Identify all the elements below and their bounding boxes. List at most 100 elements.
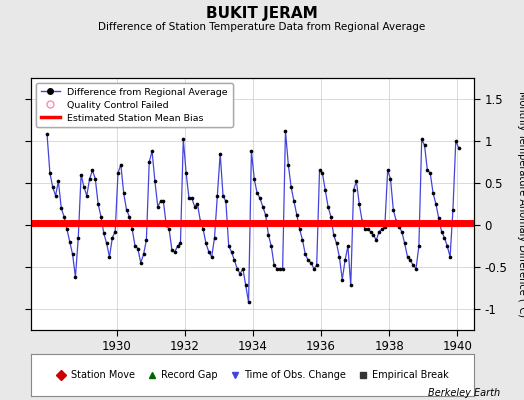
- Point: [434, 215, 443, 222]
- Point: [208, 254, 216, 260]
- Point: [100, 230, 108, 237]
- Text: Berkeley Earth: Berkeley Earth: [428, 388, 500, 398]
- Point: [418, 136, 426, 142]
- Point: [378, 226, 386, 232]
- Point: [250, 176, 258, 182]
- Point: [111, 228, 119, 235]
- Point: [338, 276, 346, 283]
- Point: [74, 234, 82, 241]
- Point: [355, 201, 364, 207]
- Point: [216, 150, 224, 157]
- Point: [145, 159, 154, 165]
- Point: [304, 257, 312, 264]
- Point: [85, 176, 94, 182]
- Point: [247, 148, 256, 154]
- Point: [103, 240, 111, 247]
- Point: [213, 192, 222, 199]
- Point: [63, 226, 71, 232]
- Point: [281, 128, 290, 134]
- Point: [88, 167, 96, 174]
- Point: [380, 224, 389, 230]
- Point: [49, 184, 57, 190]
- Point: [330, 232, 338, 238]
- Point: [114, 170, 122, 176]
- Point: [122, 207, 130, 213]
- Point: [341, 257, 350, 264]
- Point: [43, 131, 51, 138]
- Point: [361, 226, 369, 232]
- Point: [137, 260, 145, 266]
- Point: [219, 192, 227, 199]
- Point: [83, 192, 91, 199]
- Point: [199, 226, 208, 232]
- Point: [310, 266, 318, 272]
- Point: [400, 240, 409, 247]
- Point: [156, 198, 165, 205]
- Point: [386, 176, 395, 182]
- Point: [182, 170, 190, 176]
- Text: Difference of Station Temperature Data from Regional Average: Difference of Station Temperature Data f…: [99, 22, 425, 32]
- Point: [97, 214, 105, 220]
- Point: [267, 243, 276, 249]
- Point: [301, 251, 310, 258]
- Point: [358, 218, 366, 224]
- Point: [51, 192, 60, 199]
- Point: [119, 190, 128, 196]
- Point: [94, 201, 102, 207]
- Point: [429, 190, 437, 196]
- Point: [236, 270, 244, 277]
- Point: [443, 243, 452, 249]
- Point: [134, 245, 142, 252]
- Point: [270, 262, 278, 268]
- Point: [318, 170, 326, 176]
- Point: [454, 144, 463, 151]
- Point: [190, 203, 199, 210]
- Point: [205, 249, 213, 255]
- Point: [244, 299, 253, 306]
- Legend: Difference from Regional Average, Quality Control Failed, Estimated Station Mean: Difference from Regional Average, Qualit…: [36, 83, 233, 127]
- Point: [154, 203, 162, 210]
- Point: [406, 257, 414, 264]
- Point: [142, 237, 150, 243]
- Point: [222, 198, 230, 205]
- Point: [290, 198, 298, 205]
- Point: [162, 222, 170, 228]
- Point: [278, 266, 287, 272]
- Point: [159, 198, 168, 205]
- Point: [284, 161, 292, 168]
- Point: [440, 234, 449, 241]
- Point: [168, 247, 176, 254]
- Point: [256, 195, 264, 201]
- Point: [125, 214, 134, 220]
- Point: [57, 205, 66, 211]
- Point: [346, 282, 355, 289]
- Point: [185, 195, 193, 201]
- Point: [193, 201, 202, 207]
- Point: [324, 203, 332, 210]
- Point: [292, 212, 301, 218]
- Point: [364, 226, 372, 232]
- Point: [176, 240, 184, 247]
- Point: [307, 260, 315, 266]
- Point: [60, 214, 68, 220]
- Point: [398, 228, 406, 235]
- Point: [438, 228, 446, 235]
- Point: [420, 142, 429, 148]
- Point: [202, 240, 210, 247]
- Point: [233, 266, 242, 272]
- Point: [171, 249, 179, 255]
- Point: [91, 176, 100, 182]
- Point: [239, 266, 247, 272]
- Point: [423, 167, 432, 174]
- Y-axis label: Monthly Temperature Anomaly Difference (°C): Monthly Temperature Anomaly Difference (…: [517, 91, 524, 317]
- Point: [128, 226, 136, 232]
- Point: [409, 262, 418, 268]
- Point: [335, 254, 344, 260]
- Point: [165, 226, 173, 232]
- Point: [375, 228, 384, 235]
- Point: [105, 254, 114, 260]
- Point: [196, 218, 204, 224]
- Point: [69, 251, 77, 258]
- Point: [332, 240, 341, 247]
- Point: [253, 190, 261, 196]
